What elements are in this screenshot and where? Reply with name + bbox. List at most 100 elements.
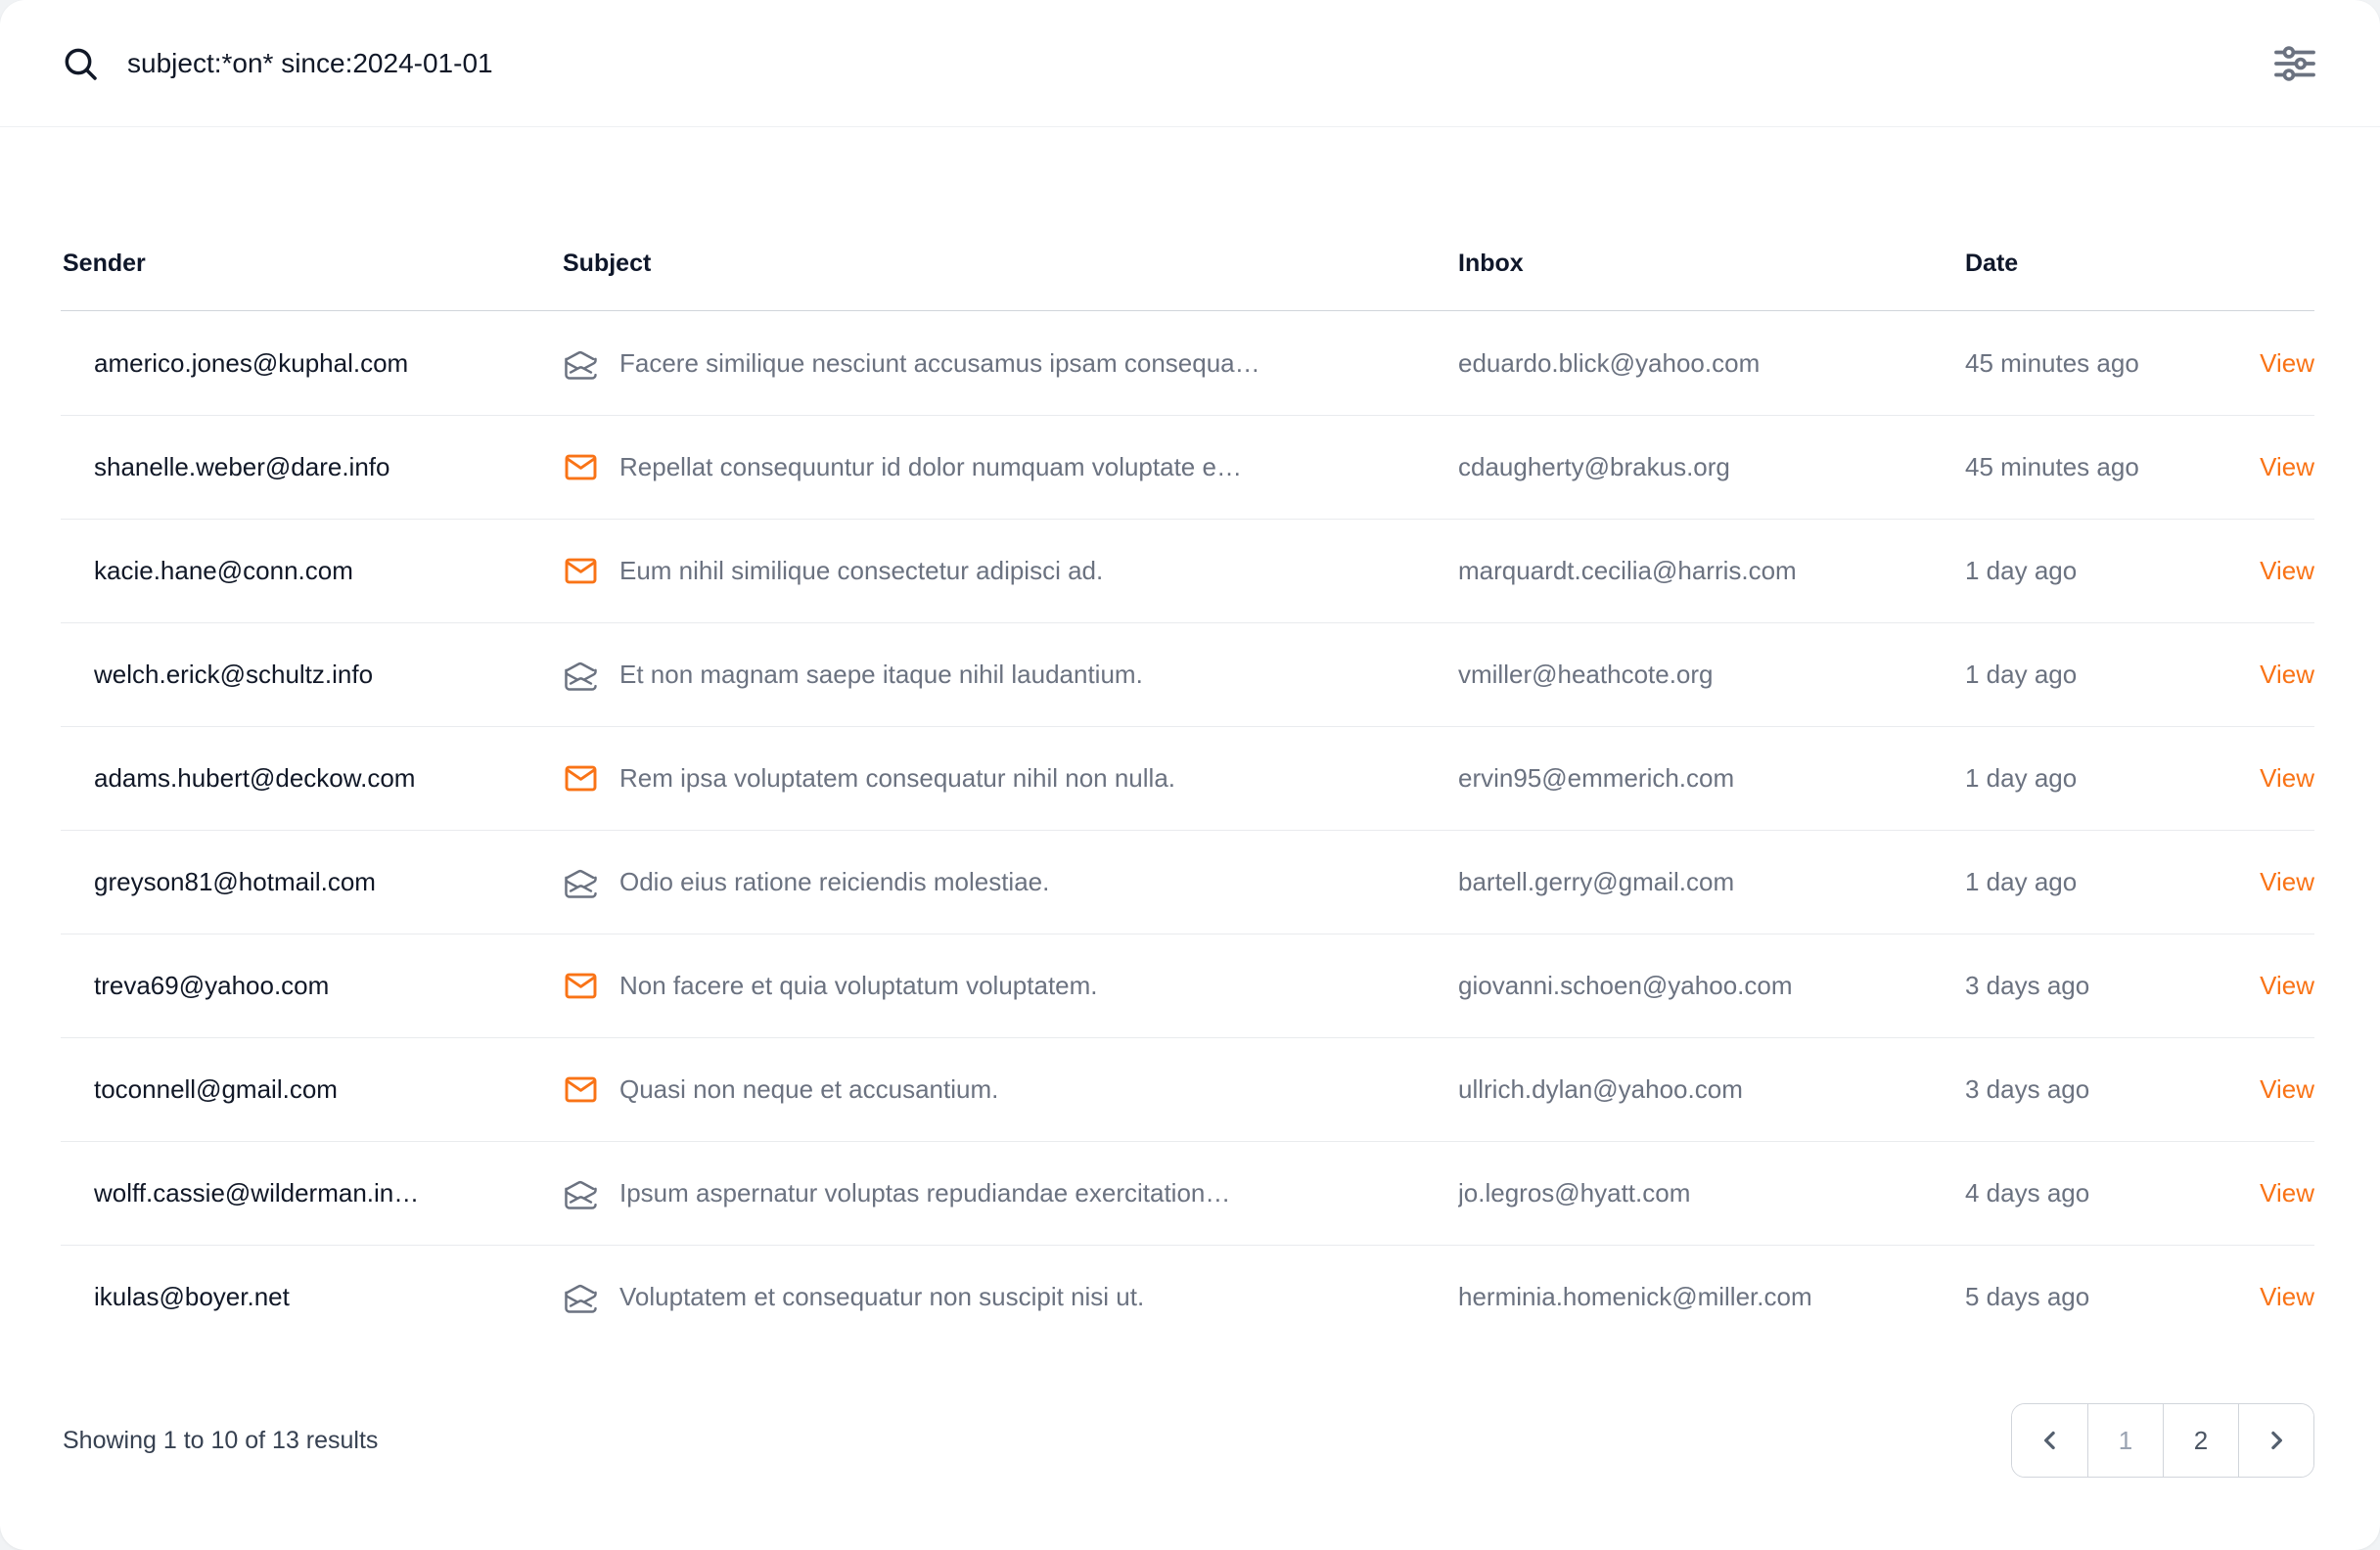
table-row: ikulas@boyer.net Voluptatem et consequatu… — [61, 1245, 2314, 1348]
view-link[interactable]: View — [2260, 867, 2314, 896]
subject-text: Odio eius ratione reiciendis molestiae. — [619, 867, 1050, 896]
view-link[interactable]: View — [2260, 660, 2314, 689]
sender-cell: toconnell@gmail.com — [94, 1074, 338, 1104]
sender-cell: greyson81@hotmail.com — [94, 867, 376, 896]
sender-cell: wolff.cassie@wilderman.in… — [94, 1178, 420, 1208]
subject-text: Rem ipsa voluptatem consequatur nihil no… — [619, 763, 1176, 793]
envelope-icon — [563, 449, 599, 485]
date-cell: 1 day ago — [1965, 867, 2078, 896]
inbox-cell: eduardo.blick@yahoo.com — [1458, 347, 1761, 378]
subject-text: Repellat consequuntur id dolor numquam v… — [619, 452, 1242, 481]
results-table: Sender Subject Inbox Date americo.jones@… — [61, 217, 2314, 1348]
subject-cell: Facere similique nesciunt accusamus ipsa… — [563, 345, 1458, 382]
date-cell: 45 minutes ago — [1965, 347, 2139, 378]
view-link[interactable]: View — [2260, 556, 2314, 585]
sender-cell: welch.erick@schultz.info — [94, 660, 374, 689]
subject-cell: Voluptatem et consequatur non suscipit n… — [563, 1279, 1458, 1315]
sender-cell: adams.hubert@deckow.com — [94, 763, 416, 793]
column-header-date: Date — [1965, 250, 2019, 277]
subject-cell: Et non magnam saepe itaque nihil laudant… — [563, 657, 1458, 693]
filters-button[interactable] — [2268, 37, 2321, 90]
view-link[interactable]: View — [2260, 452, 2314, 481]
inbox-cell: jo.legros@hyatt.com — [1458, 1178, 1691, 1208]
inbox-cell: ervin95@emmerich.com — [1458, 763, 1735, 793]
table-row: kacie.hane@conn.com Eum nihil similique c… — [61, 519, 2314, 622]
column-header-inbox: Inbox — [1458, 250, 1524, 277]
pagination: 1 2 — [2011, 1403, 2314, 1478]
view-link[interactable]: View — [2260, 347, 2314, 378]
column-header-sender: Sender — [63, 250, 146, 277]
date-cell: 3 days ago — [1965, 971, 2090, 1000]
inbox-cell: cdaugherty@brakus.org — [1458, 452, 1730, 481]
subject-text: Quasi non neque et accusantium. — [619, 1074, 999, 1104]
envelope-open-icon — [563, 345, 599, 382]
inbox-cell: bartell.gerry@gmail.com — [1458, 867, 1735, 896]
envelope-open-icon — [563, 864, 599, 900]
table-body: americo.jones@kuphal.com Facere similique… — [61, 311, 2314, 1348]
page-button-2[interactable]: 2 — [2163, 1404, 2238, 1477]
table-row: treva69@yahoo.com Non facere et quia volu… — [61, 934, 2314, 1037]
subject-text: Voluptatem et consequatur non suscipit n… — [619, 1282, 1145, 1311]
envelope-icon — [563, 760, 599, 797]
subject-text: Et non magnam saepe itaque nihil laudant… — [619, 660, 1143, 689]
subject-cell: Odio eius ratione reiciendis molestiae. — [563, 864, 1458, 900]
view-link[interactable]: View — [2260, 763, 2314, 793]
subject-text: Facere similique nesciunt accusamus ipsa… — [619, 347, 1260, 378]
column-header-subject: Subject — [563, 250, 652, 277]
table-row: greyson81@hotmail.com Odio eius ratione r… — [61, 830, 2314, 934]
envelope-icon — [563, 553, 599, 589]
sender-cell: ikulas@boyer.net — [94, 1282, 290, 1311]
date-cell: 1 day ago — [1965, 556, 2078, 585]
envelope-open-icon — [563, 657, 599, 693]
envelope-icon — [563, 1071, 599, 1108]
sender-cell: shanelle.weber@dare.info — [94, 452, 390, 481]
table-row: adams.hubert@deckow.com Rem ipsa voluptat… — [61, 726, 2314, 830]
view-link[interactable]: View — [2260, 1282, 2314, 1311]
view-link[interactable]: View — [2260, 971, 2314, 1000]
envelope-open-icon — [563, 1175, 599, 1211]
sender-cell: treva69@yahoo.com — [94, 971, 330, 1000]
date-cell: 1 day ago — [1965, 660, 2078, 689]
table-footer: Showing 1 to 10 of 13 results 1 2 — [61, 1403, 2314, 1478]
inbox-cell: marquardt.cecilia@harris.com — [1458, 556, 1797, 585]
date-cell: 45 minutes ago — [1965, 452, 2139, 481]
chevron-left-icon — [2043, 1431, 2055, 1450]
inbox-cell: vmiller@heathcote.org — [1458, 660, 1714, 689]
view-link[interactable]: View — [2260, 1074, 2314, 1104]
search-input[interactable] — [127, 47, 2268, 79]
subject-text: Non facere et quia voluptatum voluptatem… — [619, 971, 1098, 1000]
subject-cell: Repellat consequuntur id dolor numquam v… — [563, 449, 1458, 485]
sender-cell: americo.jones@kuphal.com — [94, 347, 409, 378]
subject-cell: Rem ipsa voluptatem consequatur nihil no… — [563, 760, 1458, 797]
subject-text: Ipsum aspernatur voluptas repudiandae ex… — [619, 1178, 1231, 1208]
subject-cell: Quasi non neque et accusantium. — [563, 1071, 1458, 1108]
chevron-right-icon — [2271, 1431, 2282, 1450]
envelope-icon — [563, 968, 599, 1004]
search-icon — [65, 48, 97, 80]
date-cell: 1 day ago — [1965, 763, 2078, 793]
table-row: toconnell@gmail.com Quasi non neque et ac… — [61, 1037, 2314, 1141]
date-cell: 4 days ago — [1965, 1178, 2090, 1208]
view-link[interactable]: View — [2260, 1178, 2314, 1208]
next-page-button[interactable] — [2238, 1404, 2313, 1477]
table-row: shanelle.weber@dare.info Repellat consequ… — [61, 415, 2314, 519]
filters-icon — [2274, 45, 2315, 81]
subject-cell: Eum nihil similique consectetur adipisci… — [563, 553, 1458, 589]
inbox-cell: herminia.homenick@miller.com — [1458, 1282, 1812, 1311]
table-row: americo.jones@kuphal.com Facere similique… — [61, 311, 2314, 415]
page-button-1[interactable]: 1 — [2087, 1404, 2163, 1477]
search-bar — [0, 0, 2380, 127]
results-summary: Showing 1 to 10 of 13 results — [63, 1426, 379, 1454]
envelope-open-icon — [563, 1279, 599, 1315]
table-row: welch.erick@schultz.info Et non magnam sa… — [61, 622, 2314, 726]
inbox-cell: ullrich.dylan@yahoo.com — [1458, 1074, 1743, 1104]
inbox-cell: giovanni.schoen@yahoo.com — [1458, 971, 1793, 1000]
previous-page-button[interactable] — [2012, 1404, 2087, 1477]
table-row: wolff.cassie@wilderman.in… Ipsum aspernat… — [61, 1141, 2314, 1245]
subject-cell: Ipsum aspernatur voluptas repudiandae ex… — [563, 1175, 1458, 1211]
table-header-row: Sender Subject Inbox Date — [61, 217, 2314, 311]
date-cell: 5 days ago — [1965, 1282, 2090, 1311]
sender-cell: kacie.hane@conn.com — [94, 556, 353, 585]
date-cell: 3 days ago — [1965, 1074, 2090, 1104]
